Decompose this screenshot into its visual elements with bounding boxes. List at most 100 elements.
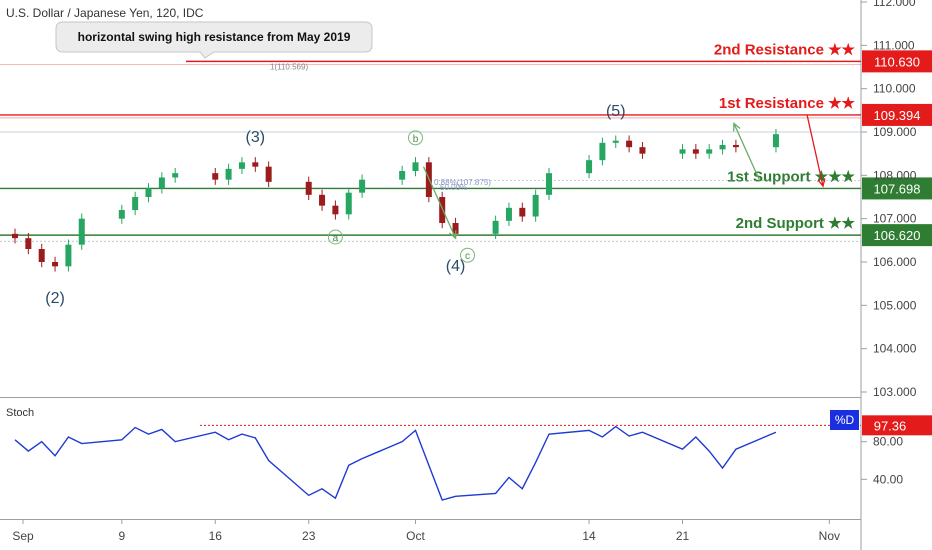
candle-body — [305, 181, 312, 195]
level-badge-r2 — [862, 50, 932, 73]
candle-body — [546, 173, 552, 195]
candle-body — [599, 142, 606, 161]
candle-body — [132, 197, 139, 210]
candle-body — [265, 166, 272, 182]
candle-body — [532, 194, 539, 217]
level-badge-s2 — [862, 224, 932, 247]
candle-body — [692, 149, 699, 154]
candle-body — [359, 179, 366, 193]
candle-body — [212, 173, 219, 180]
candle-body — [238, 162, 245, 169]
level-label-r1: 1st Resistance ★★ — [719, 95, 856, 112]
candle-body — [505, 207, 512, 221]
candle-body — [439, 197, 446, 223]
price-tick-label: 106.000 — [873, 255, 917, 269]
candle-body — [252, 162, 259, 167]
candle-body — [586, 160, 593, 174]
time-tick-label: Nov — [819, 529, 840, 543]
drop-arrow-head — [449, 230, 457, 240]
stoch-value-text: 97.36 — [874, 418, 907, 433]
axes: 112.000 111.000 110.000 109.000 108.000 107.0… — [12, 0, 916, 543]
stoch-line — [14, 425, 777, 501]
drop-arrow — [422, 166, 457, 239]
stoch-series-label: %D — [835, 413, 855, 427]
drop-to-support-arrow-head — [817, 178, 826, 188]
time-tick-label: Oct — [406, 529, 425, 543]
level-label-r2: 2nd Resistance ★★ — [714, 41, 856, 58]
stoch-title: Stoch — [6, 407, 34, 419]
candle-body — [772, 134, 779, 148]
price-tick-label: 107.000 — [873, 212, 917, 226]
candle-body — [38, 249, 45, 262]
price-tick-label: 109.000 — [873, 125, 917, 139]
fib-mid-a: 0.88%(107.875) — [434, 178, 491, 187]
candle-body — [679, 149, 686, 154]
time-tick-label: 14 — [582, 529, 596, 543]
level-badge-text-r2: 110.630 — [874, 54, 920, 69]
candle-body — [706, 149, 713, 154]
candle-body — [639, 147, 646, 154]
candle-body — [719, 145, 726, 150]
symbol-title: U.S. Dollar / Japanese Yen, 120, IDC — [6, 6, 204, 20]
candle-body — [225, 168, 232, 180]
price-tick-label: 110.000 — [873, 82, 916, 96]
level-badge-s1 — [862, 177, 932, 200]
price-tick-label: 112.000 — [873, 0, 916, 9]
fib-note: 1(110.569) — [270, 62, 308, 71]
sub-wave-label: b — [413, 134, 419, 145]
wave-label: (4) — [446, 258, 466, 275]
fib-mid-b: 50.00% — [440, 183, 467, 192]
time-tick-label: 21 — [676, 529, 690, 543]
time-tick-label: Sep — [12, 529, 34, 543]
stochastic-pane: Stoch 80.00 40.00 %D 97.36 — [6, 407, 932, 501]
wave-label: (3) — [246, 129, 266, 146]
candle-body — [65, 244, 72, 267]
support-resistance-levels: 2nd Resistance ★★ 110.630 1st Resistance ★… — [0, 41, 932, 247]
candle-body — [492, 220, 499, 234]
bounce-arrow — [733, 123, 760, 180]
candle-body — [172, 173, 179, 178]
level-badge-text-s2: 106.620 — [874, 228, 921, 243]
candle-body — [145, 188, 152, 197]
price-axis[interactable] — [862, 0, 932, 550]
stoch-tick-label: 80.00 — [873, 435, 903, 449]
drop-to-support-arrow — [806, 114, 824, 187]
level-badge-r1 — [862, 103, 932, 126]
wave-annotations: (2) (3) (4) (5) a b c — [45, 103, 826, 307]
candle-body — [118, 210, 125, 219]
price-tick-label: 103.000 — [873, 385, 917, 399]
wave-label: (5) — [606, 103, 626, 120]
sub-wave-circle — [460, 247, 476, 263]
price-tick-label: 108.000 — [873, 168, 917, 182]
sub-wave-label: c — [465, 251, 470, 262]
price-tick-label: 111.000 — [873, 38, 915, 52]
level-badge-text-s1: 107.698 — [874, 181, 921, 196]
candle-body — [52, 262, 59, 267]
time-tick-label: 23 — [302, 529, 316, 543]
callout: horizontal swing high resistance from Ma… — [55, 21, 373, 59]
level-badge-text-r1: 109.394 — [874, 108, 921, 123]
callout-bubble — [55, 21, 373, 59]
time-tick-label: 16 — [209, 529, 223, 543]
candle-body — [319, 194, 326, 206]
candle-body — [158, 177, 165, 189]
wave-label: (2) — [45, 290, 65, 307]
callout-text: horizontal swing high resistance from Ma… — [78, 30, 351, 44]
candle-body — [412, 162, 419, 171]
sub-wave-label: a — [333, 233, 339, 244]
candle-body — [25, 238, 32, 249]
sub-wave-circle — [408, 130, 423, 146]
candle-body — [78, 218, 85, 245]
candle-body — [612, 140, 619, 143]
time-tick-label: 9 — [118, 529, 125, 543]
candle-body — [519, 207, 526, 217]
candle-body — [332, 205, 339, 215]
stoch-series-badge — [830, 410, 859, 430]
candle-body — [732, 145, 739, 148]
level-label-s2: 2nd Support ★★ — [736, 215, 856, 232]
candlestick-series — [12, 128, 779, 272]
level-label-s1: 1st Support ★★★ — [727, 168, 855, 185]
bounce-arrow-head — [733, 121, 741, 132]
